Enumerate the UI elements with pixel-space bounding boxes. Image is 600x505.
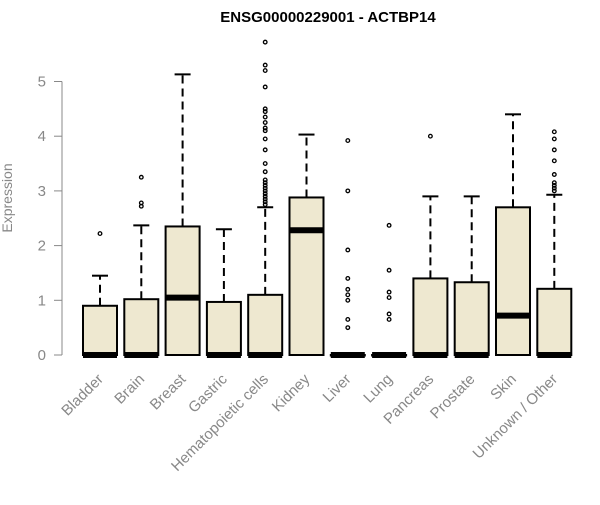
- outlier-point: [262, 191, 268, 197]
- outlier-point: [262, 136, 268, 142]
- outlier-point: [262, 147, 268, 153]
- box-iqr: [205, 300, 242, 357]
- box-iqr: [536, 287, 573, 356]
- y-tick-label: 3: [38, 183, 46, 200]
- box-iqr: [164, 225, 201, 356]
- outlier-point: [345, 292, 351, 298]
- x-tick-label: Bladder: [58, 371, 107, 420]
- outlier-point: [386, 311, 392, 317]
- box-prostate: [453, 195, 490, 358]
- outlier-point: [262, 125, 268, 131]
- outlier-point: [345, 286, 351, 292]
- box-kidney: [288, 133, 325, 356]
- box-gastric: [205, 228, 242, 358]
- x-tick-label: Liver: [320, 371, 355, 406]
- outlier-point: [345, 297, 351, 303]
- y-tick-label: 2: [38, 238, 46, 255]
- outlier-point: [345, 316, 351, 322]
- outlier-point: [262, 202, 268, 208]
- outlier-point: [551, 182, 557, 188]
- outlier-point: [345, 275, 351, 281]
- outlier-point: [345, 188, 351, 194]
- outlier-point: [262, 84, 268, 90]
- outlier-point: [386, 222, 392, 228]
- outlier-point: [262, 182, 268, 188]
- outlier-point: [386, 289, 392, 295]
- y-tick-label: 5: [38, 74, 46, 91]
- boxes-group: [82, 39, 573, 358]
- outlier-point: [386, 295, 392, 301]
- box-hematopoietic-cells: [247, 39, 284, 358]
- outlier-point: [551, 188, 557, 194]
- outlier-point: [262, 62, 268, 68]
- outlier-point: [551, 180, 557, 186]
- x-tick-label: Brain: [111, 371, 148, 408]
- outlier-point: [551, 158, 557, 164]
- box-unknown-other: [536, 129, 573, 358]
- box-iqr: [453, 281, 490, 356]
- box-lung: [371, 222, 408, 358]
- outlier-point: [262, 68, 268, 74]
- x-tick-label: Breast: [147, 370, 190, 413]
- outlier-point: [427, 133, 433, 139]
- outlier-point: [262, 161, 268, 166]
- outlier-point: [262, 39, 268, 45]
- box-skin: [495, 113, 531, 356]
- outlier-point: [345, 325, 351, 331]
- box-iqr: [82, 304, 118, 356]
- y-axis-label: Expression: [0, 163, 15, 232]
- outlier-point: [262, 196, 268, 202]
- outlier-point: [262, 193, 268, 199]
- outlier-point: [97, 231, 103, 237]
- box-iqr: [123, 298, 160, 356]
- outlier-point: [551, 172, 557, 177]
- x-tick-label: Prostate: [427, 371, 479, 423]
- outlier-point: [551, 136, 557, 142]
- outlier-point: [386, 316, 392, 322]
- box-iqr: [288, 196, 325, 356]
- chart-title: ENSG00000229001 - ACTBP14: [220, 9, 436, 26]
- x-tick-label: Lung: [360, 371, 396, 407]
- outlier-point: [262, 169, 268, 175]
- y-tick-label: 0: [38, 347, 46, 364]
- box-breast: [164, 73, 201, 356]
- outlier-point: [262, 120, 268, 125]
- outlier-point: [262, 188, 268, 194]
- outlier-point: [138, 174, 144, 180]
- y-axis: 0 1 2 3 4 5: [38, 74, 63, 364]
- outlier-point: [345, 247, 351, 253]
- outlier-point: [262, 128, 268, 134]
- outlier-point: [262, 199, 268, 205]
- outlier-point: [551, 129, 557, 135]
- outlier-point: [138, 200, 144, 206]
- y-tick-label: 4: [38, 128, 46, 145]
- y-tick-label: 1: [38, 292, 46, 309]
- outlier-point: [262, 106, 268, 112]
- outlier-point: [262, 177, 268, 183]
- outlier-point: [386, 267, 392, 273]
- box-liver: [329, 138, 366, 358]
- x-tick-label: Skin: [487, 371, 520, 404]
- outlier-point: [262, 185, 268, 191]
- box-brain: [123, 174, 160, 358]
- box-bladder: [82, 231, 118, 358]
- outlier-point: [345, 138, 351, 144]
- box-pancreas: [412, 133, 449, 358]
- outlier-point: [262, 109, 268, 115]
- box-iqr: [247, 293, 284, 356]
- box-iqr: [495, 206, 531, 356]
- outlier-point: [551, 147, 557, 153]
- outlier-point: [262, 114, 268, 120]
- outlier-point: [262, 180, 268, 186]
- box-iqr: [412, 277, 449, 357]
- outlier-point: [551, 185, 557, 191]
- x-tick-label: Kidney: [269, 370, 314, 415]
